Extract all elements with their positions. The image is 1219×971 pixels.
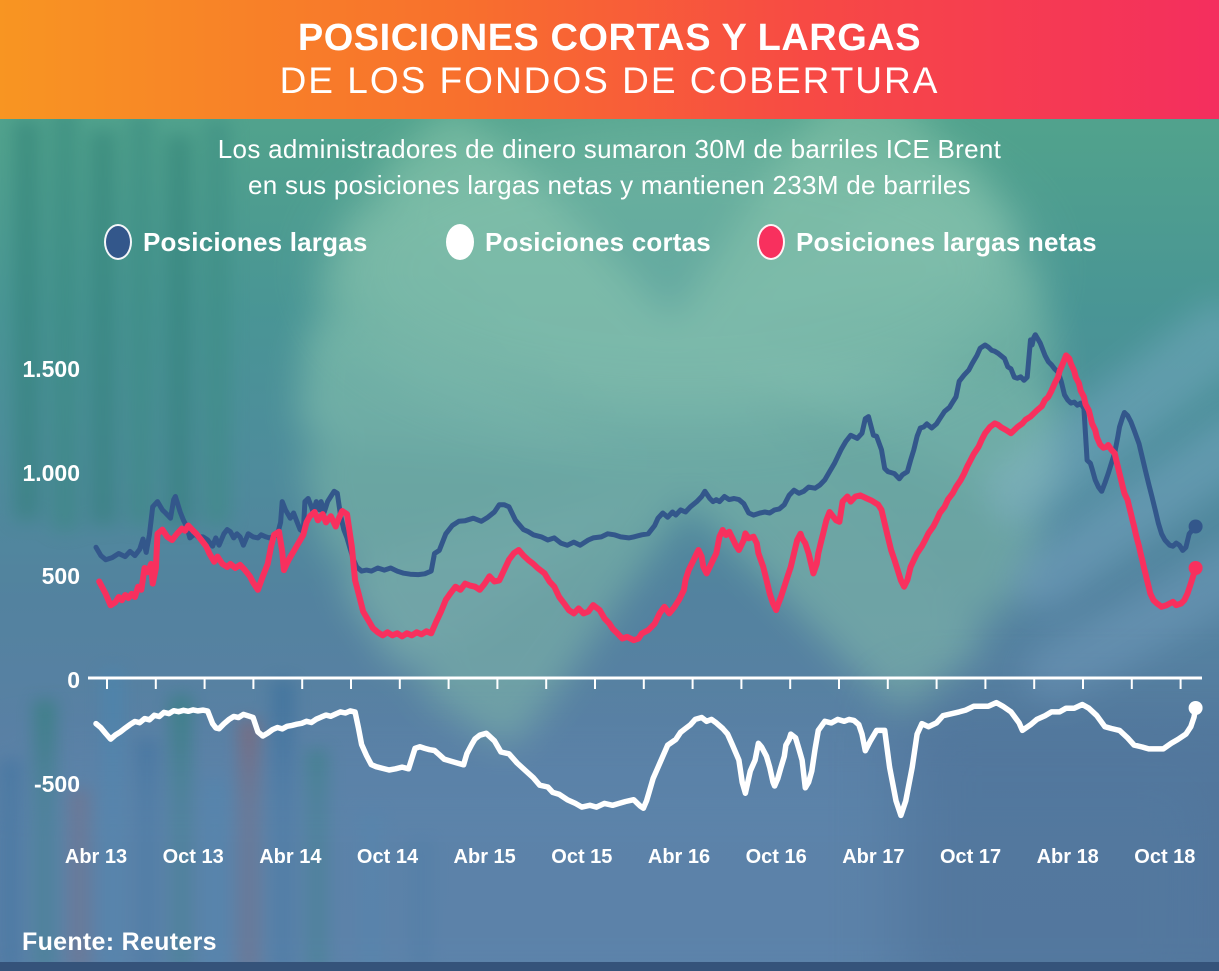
page-title-line1: POSICIONES CORTAS Y LARGAS — [297, 17, 922, 59]
x-axis-label: Oct 13 — [162, 846, 224, 868]
y-axis-label: 1.500 — [22, 355, 80, 382]
series-end-dot-posiciones-largas — [1188, 519, 1203, 534]
legend-label: Posiciones largas — [143, 226, 368, 257]
chart-legend: Posiciones largas Posiciones cortas Posi… — [0, 222, 1219, 262]
x-axis-label: Oct 17 — [939, 846, 1002, 868]
chart-subtitle-line2: en sus posiciones largas netas y mantien… — [248, 170, 971, 200]
x-axis-label: Oct 16 — [745, 846, 807, 868]
x-axis-label: Oct 15 — [551, 846, 613, 868]
source-credit: Fuente: Reuters — [22, 928, 217, 956]
y-axis-label: -500 — [33, 770, 80, 797]
page-title-line2: DE LOS FONDOS DE COBERTURA — [279, 60, 940, 101]
x-axis-label: Oct 18 — [1134, 846, 1196, 868]
y-axis-label: 500 — [41, 563, 80, 590]
title-bar: POSICIONES CORTAS Y LARGAS DE LOS FONDOS… — [0, 0, 1219, 119]
legend-label: Posiciones largas netas — [796, 226, 1097, 257]
series-line-posiciones-largas — [93, 332, 1199, 578]
series-line-posiciones-cortas — [93, 699, 1199, 819]
x-axis-label: Abr 16 — [647, 846, 711, 868]
x-axis-label: Abr 15 — [453, 846, 516, 868]
x-axis-label: Abr 17 — [842, 846, 905, 868]
legend-item-posiciones-largas-netas: Posiciones largas netas — [757, 222, 1097, 262]
x-axis-label: Abr 18 — [1036, 846, 1099, 868]
legend-label: Posiciones cortas — [485, 226, 711, 257]
y-axis-label: 1.000 — [22, 459, 80, 486]
legend-item-posiciones-largas: Posiciones largas — [104, 222, 368, 262]
series-end-dot-posiciones-cortas — [1188, 701, 1203, 715]
chart-subtitle: Los administradores de dinero sumaron 30… — [0, 131, 1219, 203]
series-end-dot-posiciones-largas-netas — [1188, 561, 1203, 575]
x-axis-label: Abr 14 — [259, 846, 322, 868]
legend-swatch-white-icon — [446, 224, 474, 260]
series-line-posiciones-largas-netas — [96, 352, 1199, 644]
chart-subtitle-line1: Los administradores de dinero sumaron 30… — [217, 134, 1002, 164]
bottom-strip — [0, 962, 1219, 971]
x-axis-label: Oct 14 — [356, 846, 419, 868]
x-axis-label: Abr 13 — [64, 846, 128, 868]
legend-swatch-blue-icon — [104, 224, 132, 260]
legend-swatch-pink-icon — [757, 224, 785, 260]
y-axis-label: 0 — [67, 667, 80, 693]
legend-item-posiciones-cortas: Posiciones cortas — [446, 222, 711, 262]
